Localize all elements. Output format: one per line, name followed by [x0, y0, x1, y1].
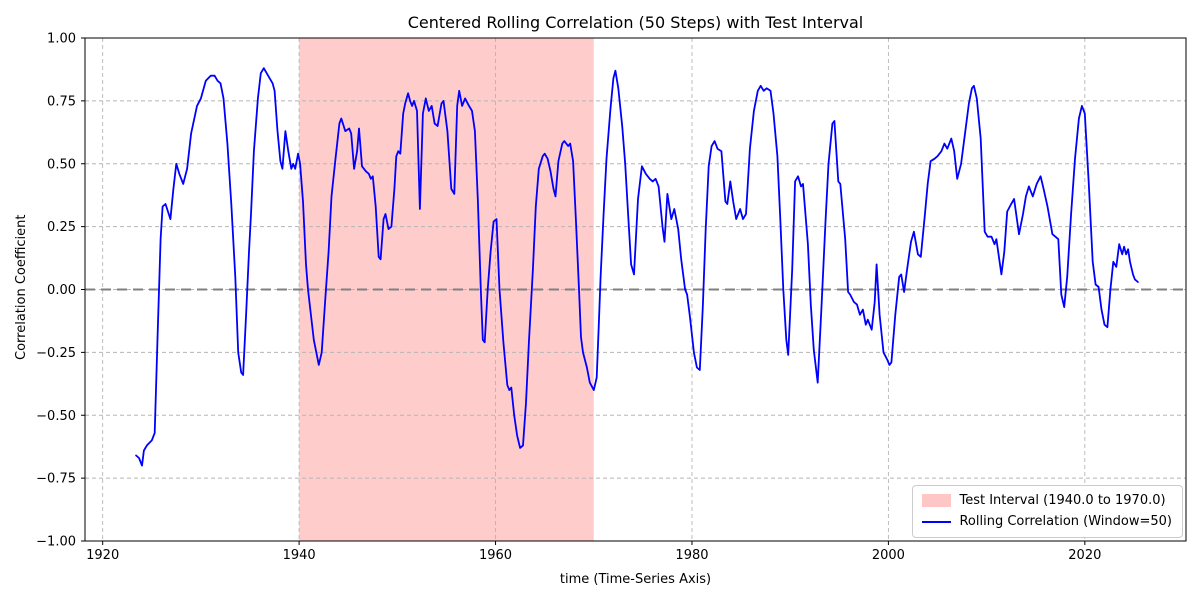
legend-item-test-interval: Test Interval (1940.0 to 1970.0) — [922, 493, 1172, 509]
y-tick-label: 0.25 — [47, 220, 76, 235]
test-interval-swatch — [922, 494, 952, 508]
x-tick-label: 1920 — [86, 548, 119, 563]
y-tick-label: 0.75 — [47, 94, 76, 109]
y-tick-label: 1.00 — [47, 32, 76, 47]
legend-label: Test Interval (1940.0 to 1970.0) — [959, 492, 1166, 508]
legend-item-rolling-correlation: Rolling Correlation (Window=50) — [922, 514, 1172, 530]
y-tick-label: −1.00 — [36, 535, 76, 550]
x-tick-label: 1980 — [675, 548, 708, 563]
y-tick-label: 0.50 — [47, 157, 76, 172]
legend-label: Rolling Correlation (Window=50) — [959, 513, 1172, 529]
x-tick-label: 2000 — [872, 548, 905, 563]
rolling-correlation-line — [135, 67, 1139, 467]
y-tick-label: 0.00 — [47, 283, 76, 298]
legend: Test Interval (1940.0 to 1970.0) Rolling… — [912, 484, 1183, 538]
x-tick-label: 2020 — [1068, 548, 1101, 563]
y-tick-label: −0.75 — [36, 472, 76, 487]
rolling-correlation-swatch — [922, 520, 952, 523]
y-tick-label: −0.50 — [36, 409, 76, 424]
chart-title: Centered Rolling Correlation (50 Steps) … — [407, 13, 864, 32]
y-axis-label: Correlation Coefficient — [14, 214, 29, 360]
y-tick-label: −0.25 — [36, 346, 76, 361]
x-ticks: 1920 1940 1960 1980 2000 2020 — [86, 541, 1101, 563]
x-axis-label: time (Time-Series Axis) — [559, 572, 712, 587]
y-ticks: 1.00 0.75 0.50 0.25 0.00 −0.25 −0.50 −0.75 −1.00 — [36, 32, 85, 550]
x-tick-label: 1960 — [479, 548, 512, 563]
x-tick-label: 1940 — [283, 548, 316, 563]
